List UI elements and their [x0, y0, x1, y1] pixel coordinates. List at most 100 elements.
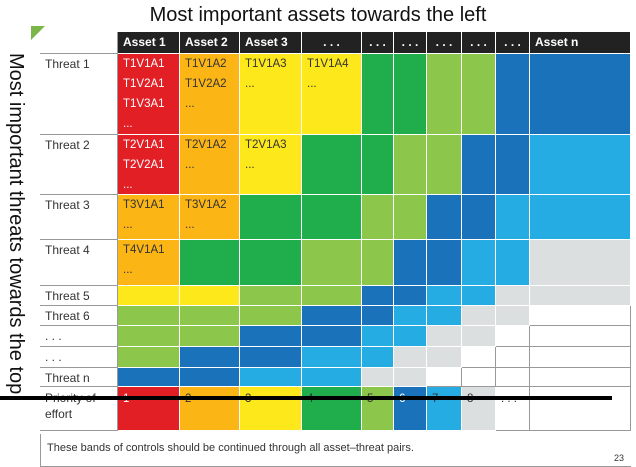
priority-cell — [427, 286, 462, 306]
cell-text: ... — [185, 159, 195, 171]
priority-cell — [394, 326, 427, 347]
cell-text: T1V1A2 — [185, 58, 227, 70]
cell-text: T2V1A1 — [123, 139, 165, 151]
cell-text: ... — [185, 98, 195, 110]
priority-cell — [180, 368, 240, 387]
priority-cell — [362, 54, 394, 135]
cell-text: ... — [123, 219, 133, 231]
priority-cell — [530, 195, 631, 240]
priority-cell — [302, 306, 362, 326]
priority-cell — [118, 306, 180, 326]
threat-label-text: . . . — [45, 350, 62, 364]
asset-header-label: . . . — [504, 35, 521, 49]
priority-cell — [394, 306, 427, 326]
priority-swatch: 8 — [462, 387, 496, 431]
cell-text: T2V1A2 — [185, 139, 227, 151]
priority-swatch: . . . — [496, 387, 530, 431]
priority-swatch: 2 — [180, 387, 240, 431]
priority-cell — [362, 347, 394, 368]
priority-cell — [180, 240, 240, 286]
priority-swatch: 4 — [302, 387, 362, 431]
priority-cell — [462, 306, 496, 326]
priority-cell — [180, 326, 240, 347]
priority-cell — [302, 240, 362, 286]
asset-header-label: Asset 2 — [185, 35, 228, 49]
asset-header: Asset n — [530, 32, 631, 54]
header-corner-cell — [40, 32, 118, 54]
priority-cell — [427, 240, 462, 286]
asset-header: Asset 2 — [180, 32, 240, 54]
priority-label-text: Priority of effort — [45, 391, 96, 421]
cell-text: ... — [245, 78, 255, 90]
priority-cell — [362, 326, 394, 347]
priority-cell: T3V1A2... — [180, 195, 240, 240]
priority-cell — [496, 240, 530, 286]
priority-cell — [118, 347, 180, 368]
priority-cell — [240, 195, 302, 240]
priority-cell: T2V1A1 T2V2A1... — [118, 135, 180, 195]
priority-cell — [462, 368, 496, 387]
priority-cell — [394, 195, 427, 240]
priority-swatch: 6 — [394, 387, 427, 431]
threat-label-text: Threat 3 — [45, 198, 90, 212]
priority-cell: T2V1A2... — [180, 135, 240, 195]
divider-rule — [0, 396, 612, 400]
page-number: 23 — [613, 453, 624, 463]
priority-swatch: 7 — [427, 387, 462, 431]
priority-cell — [496, 326, 530, 347]
priority-cell — [180, 306, 240, 326]
priority-cell — [362, 195, 394, 240]
priority-cell — [427, 54, 462, 135]
cell-text: ... — [307, 78, 317, 90]
priority-cell — [118, 368, 180, 387]
threat-label-text: Threat n — [45, 371, 90, 385]
priority-cell — [496, 306, 530, 326]
priority-cell — [462, 240, 496, 286]
priority-cell — [302, 286, 362, 306]
priority-cell — [240, 347, 302, 368]
priority-cell — [362, 306, 394, 326]
threat-label: Threat 5 — [40, 286, 118, 306]
priority-cell — [394, 54, 427, 135]
priority-cell — [530, 347, 631, 368]
priority-cell — [240, 240, 302, 286]
asset-header-label: . . . — [401, 35, 419, 49]
priority-cell — [240, 306, 302, 326]
priority-cell — [496, 347, 530, 368]
asset-header-label: . . . — [369, 35, 386, 49]
cell-text: T1V2A2 — [185, 78, 227, 90]
priority-cell — [240, 326, 302, 347]
priority-cell: T1V1A3... — [240, 54, 302, 135]
priority-cell — [394, 240, 427, 286]
priority-cell — [427, 326, 462, 347]
priority-cell — [462, 195, 496, 240]
priority-cell — [118, 326, 180, 347]
priority-cell: T1V1A4... — [302, 54, 362, 135]
threat-label: Threat 3 — [40, 195, 118, 240]
priority-cell — [462, 135, 496, 195]
priority-cell — [462, 54, 496, 135]
asset-header-label: . . . — [470, 35, 487, 49]
threat-label-text: Threat 5 — [45, 289, 90, 303]
cell-text: ... — [245, 159, 255, 171]
priority-label: Priority of effort — [40, 387, 118, 431]
priority-cell — [302, 368, 362, 387]
priority-cell — [362, 286, 394, 306]
priority-cell — [302, 347, 362, 368]
priority-cell — [530, 326, 631, 347]
asset-header-label: . . . — [323, 35, 340, 49]
threat-label-text: . . . — [45, 329, 62, 343]
cell-text: T1V2A1 — [123, 78, 165, 90]
threat-label: Threat n — [40, 368, 118, 387]
asset-header: . . . — [362, 32, 394, 54]
asset-header: Asset 1 — [118, 32, 180, 54]
priority-cell — [240, 286, 302, 306]
cell-text: T1V1A3 — [245, 58, 287, 70]
threat-label-text: Threat 2 — [45, 138, 90, 152]
cell-text: T2V1A3 — [245, 139, 287, 151]
cell-text: T1V1A4 — [307, 58, 349, 70]
asset-header: . . . — [394, 32, 427, 54]
cell-text: ... — [123, 118, 133, 130]
priority-cell — [302, 135, 362, 195]
priority-cell — [496, 135, 530, 195]
